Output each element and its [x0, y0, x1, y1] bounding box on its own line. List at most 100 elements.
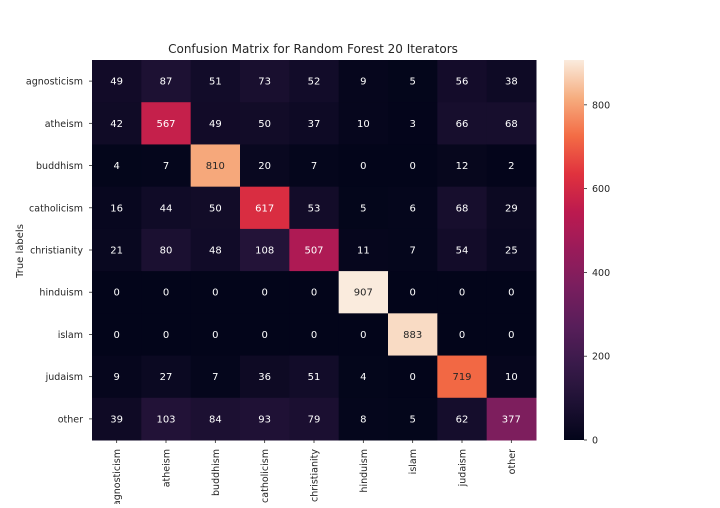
cell-value-label: 50 [258, 119, 271, 130]
cell-value-label: 108 [255, 246, 274, 257]
heatmap-cell [338, 60, 389, 103]
cell-value-label: 0 [508, 288, 514, 299]
heatmap-cell [486, 186, 537, 230]
y-axis-label: True labels [15, 224, 26, 279]
column-tick-label: christianity [310, 449, 321, 502]
heatmap-cell [240, 313, 290, 357]
cell-value-label: 50 [209, 203, 222, 214]
cell-value-label: 52 [308, 77, 321, 88]
cell-value-label: 4 [113, 161, 119, 172]
heatmap-cell [388, 102, 438, 145]
cell-value-label: 29 [505, 203, 518, 214]
cell-value-label: 617 [255, 203, 274, 214]
heatmap-cell [289, 144, 340, 188]
heatmap-cell [289, 397, 340, 441]
cell-value-label: 6 [409, 203, 415, 214]
cell-value-label: 49 [110, 77, 123, 88]
heatmap-cell [437, 355, 488, 399]
cell-value-label: 0 [360, 330, 366, 341]
heatmap-cell [486, 60, 537, 103]
cell-value-label: 8 [360, 414, 366, 425]
cell-value-label: 7 [163, 161, 169, 172]
heatmap-cell [486, 144, 537, 188]
heatmap-cell [289, 313, 340, 357]
heatmap-cell [338, 102, 389, 145]
cell-value-label: 4 [360, 372, 366, 383]
heatmap-cell [240, 144, 290, 188]
heatmap-cell [289, 60, 340, 103]
cell-value-label: 51 [308, 372, 321, 383]
column-tick-label: judaism [458, 449, 469, 487]
heatmap-cell [92, 355, 142, 399]
heatmap-cell [289, 228, 340, 272]
cell-value-label: 0 [261, 288, 267, 299]
cell-value-label: 5 [409, 77, 415, 88]
heatmap-cell [240, 355, 290, 399]
heatmap-cell [92, 397, 142, 441]
heatmap-cell [289, 102, 340, 145]
cell-value-label: 7 [311, 161, 317, 172]
cell-value-label: 2 [508, 161, 514, 172]
heatmap-cell [338, 228, 389, 272]
cell-value-label: 68 [505, 119, 518, 130]
cell-value-label: 51 [209, 77, 222, 88]
heatmap-cell [240, 397, 290, 441]
heatmap-cell [92, 271, 142, 314]
cell-value-label: 48 [209, 246, 222, 257]
cell-value-label: 66 [456, 119, 469, 130]
colorbar-tick-label: 200 [592, 352, 610, 363]
heatmap-cell [141, 355, 192, 399]
cell-value-label: 93 [258, 414, 271, 425]
heatmap-cell [486, 271, 537, 314]
heatmap-cell [486, 397, 537, 441]
heatmap-cell [141, 60, 192, 103]
heatmap-cell [388, 228, 438, 272]
cell-value-label: 21 [110, 246, 123, 257]
heatmap-cell [92, 144, 142, 188]
heatmap-cell [289, 355, 340, 399]
row-tick-label: atheism [45, 119, 83, 130]
heatmap-cell [486, 355, 537, 399]
cell-value-label: 39 [110, 414, 123, 425]
cell-value-label: 377 [502, 414, 521, 425]
cell-value-label: 10 [505, 372, 518, 383]
cell-value-label: 38 [505, 77, 518, 88]
cell-value-label: 0 [409, 372, 415, 383]
cell-value-label: 0 [508, 330, 514, 341]
heatmap-cell [141, 102, 192, 145]
row-tick-label: judaism [45, 372, 83, 383]
heatmap-cell [240, 102, 290, 145]
cell-value-label: 62 [456, 414, 469, 425]
column-tick-label: catholicism [260, 449, 271, 503]
cell-value-label: 0 [459, 330, 465, 341]
heatmap-cell [141, 228, 192, 272]
cell-value-label: 0 [212, 330, 218, 341]
heatmap-cell [338, 186, 389, 230]
cell-value-label: 7 [409, 246, 415, 257]
cell-value-label: 9 [113, 372, 119, 383]
heatmap-cell [190, 60, 241, 103]
cell-value-label: 0 [212, 288, 218, 299]
heatmap-cell [388, 355, 438, 399]
row-tick-label: buddhism [36, 161, 83, 172]
cell-value-label: 5 [360, 203, 366, 214]
heatmap-cell [190, 397, 241, 441]
colorbar-tick-label: 600 [592, 184, 610, 195]
heatmap-cell [437, 271, 488, 314]
heatmap-cell [92, 102, 142, 145]
heatmap-cell [141, 186, 192, 230]
cell-value-label: 3 [409, 119, 415, 130]
colorbar [564, 60, 584, 440]
cell-value-label: 0 [360, 161, 366, 172]
heatmap-cell [240, 271, 290, 314]
row-tick-label: christianity [30, 246, 83, 257]
heatmap-cell [190, 228, 241, 272]
cell-value-label: 883 [403, 330, 422, 341]
cell-value-label: 25 [505, 246, 518, 257]
cell-value-label: 10 [357, 119, 370, 130]
cell-value-label: 907 [354, 288, 373, 299]
heatmap-cell [289, 186, 340, 230]
cell-value-label: 49 [209, 119, 222, 130]
heatmap-cell [437, 397, 488, 441]
